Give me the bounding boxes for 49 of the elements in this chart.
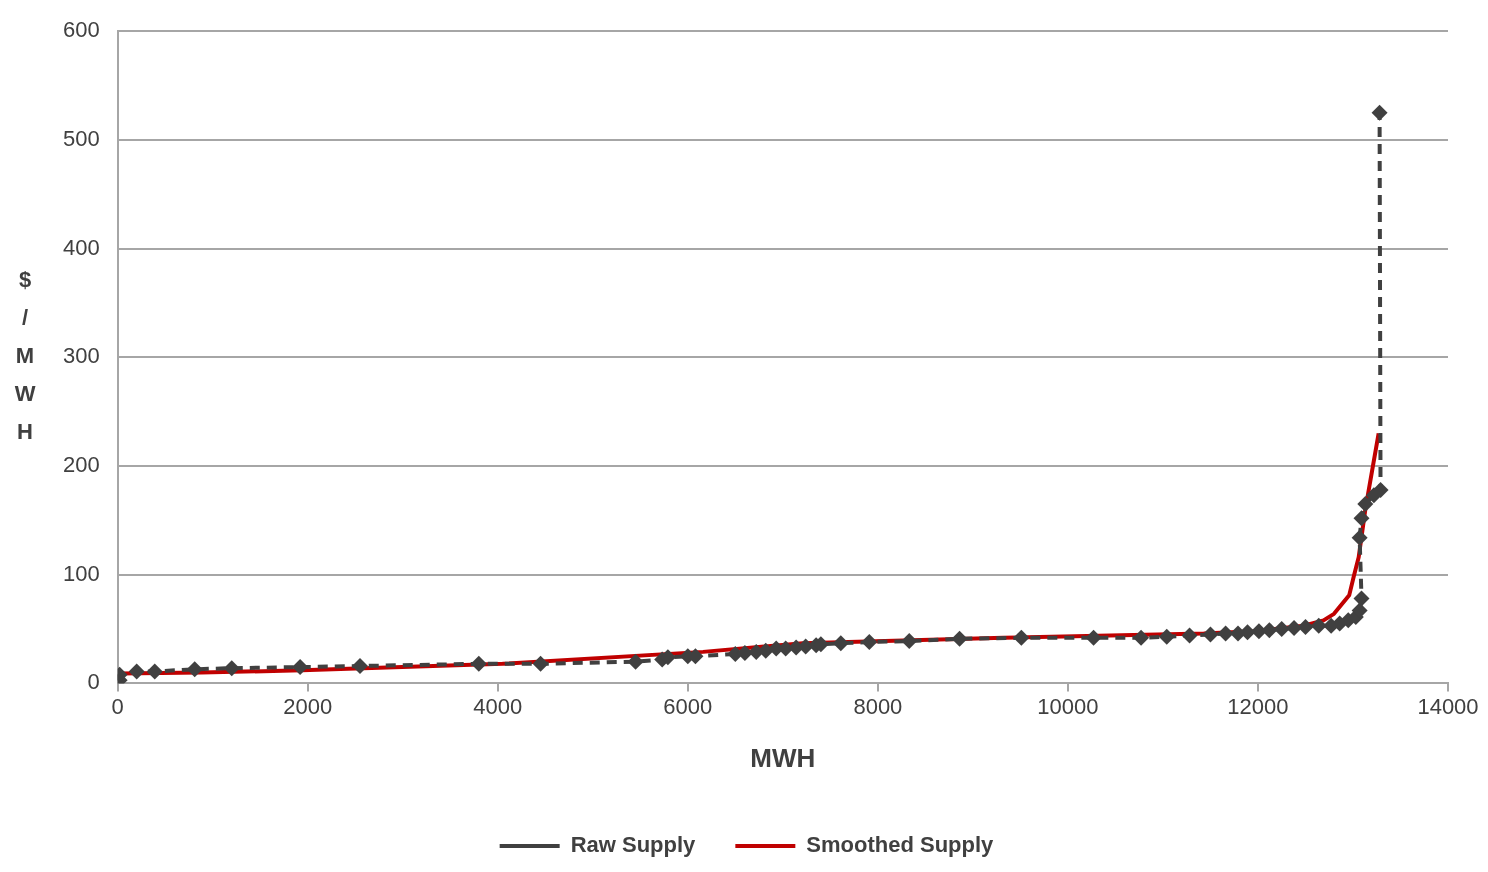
y-tick-label: 600 <box>62 17 100 43</box>
x-tick-label: 0 <box>111 693 124 719</box>
point <box>1297 618 1314 635</box>
point <box>1158 628 1175 645</box>
point <box>627 653 644 670</box>
y-tick-label: 100 <box>62 560 100 586</box>
legend-label: Smoothed Supply <box>806 832 995 858</box>
point <box>1013 629 1030 646</box>
point <box>186 661 203 678</box>
point <box>128 663 145 680</box>
x-tick-label: 12000 <box>1227 693 1289 719</box>
x-tick-label: 2000 <box>283 693 333 719</box>
point <box>832 635 849 652</box>
point <box>1351 529 1368 546</box>
point <box>1371 104 1388 121</box>
point <box>1261 622 1278 639</box>
y-tick-label: 200 <box>62 452 100 478</box>
point <box>1353 590 1370 607</box>
point <box>352 658 369 675</box>
point <box>532 655 549 672</box>
x-tick-label: 14000 <box>1417 693 1479 719</box>
point <box>1202 626 1219 643</box>
point <box>1286 619 1303 636</box>
point <box>1085 629 1102 646</box>
x-axis-title: MWH <box>750 742 816 773</box>
x-tick-label: 4000 <box>473 693 523 719</box>
point <box>1310 617 1327 634</box>
point <box>1372 481 1389 498</box>
point <box>1357 496 1374 513</box>
x-tick-label: 6000 <box>663 693 713 719</box>
y-tick-label: 0 <box>87 669 100 695</box>
point <box>223 660 240 677</box>
y-tick-label: 300 <box>62 343 100 369</box>
y-tick-label: 500 <box>62 125 100 151</box>
x-tick-label: 8000 <box>853 693 903 719</box>
point <box>1353 510 1370 527</box>
y-tick-label: 400 <box>62 234 100 260</box>
point <box>470 655 487 672</box>
point <box>146 663 163 680</box>
point <box>1133 629 1150 646</box>
point <box>901 633 918 650</box>
legend-label: Raw Supply <box>570 832 697 858</box>
x-tick-label: 10000 <box>1037 693 1099 719</box>
point <box>1217 625 1234 642</box>
point <box>861 634 878 651</box>
point <box>1181 627 1198 644</box>
point <box>1273 621 1290 638</box>
point <box>951 630 968 647</box>
y-axis-title: $/MWH <box>14 267 36 445</box>
